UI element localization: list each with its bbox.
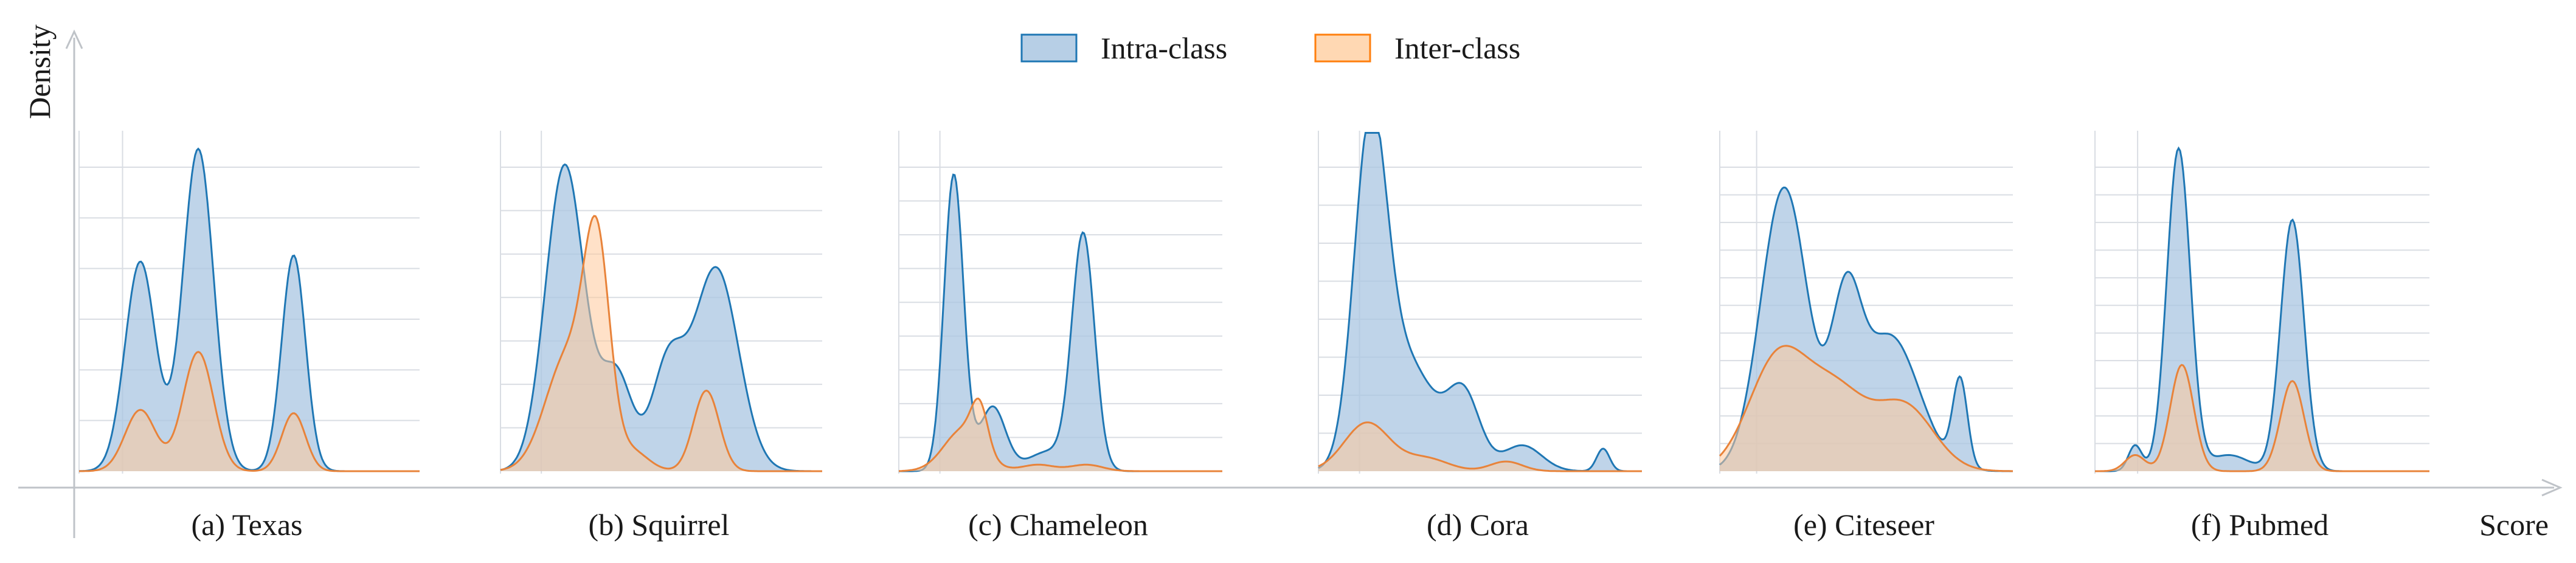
- legend-label-intra-class: Intra-class: [1101, 31, 1227, 65]
- panel-e-citeseer: (e) Citeseer: [1719, 131, 2013, 542]
- intra-class-density-line: [2095, 146, 2429, 472]
- legend-swatch-inter-class: [1314, 33, 1371, 63]
- main-axes: [18, 29, 2563, 538]
- inter-class-density-line: [899, 397, 1222, 472]
- panel-f-pubmed: (f) Pubmed: [2094, 131, 2429, 542]
- inter-class-density-line: [2095, 364, 2429, 472]
- inter-class-density-line: [1719, 345, 2013, 472]
- panel-c-chameleon: (c) Chameleon: [898, 131, 1222, 542]
- legend-swatch-intra-class: [1020, 33, 1078, 63]
- x-axis-arrow: [2541, 478, 2563, 497]
- intra-class-density-line: [1318, 132, 1642, 472]
- inter-class-density-line: [1318, 421, 1642, 472]
- inter-class-density-area: [500, 216, 822, 471]
- panel-title-a-texas: (a) Texas: [192, 508, 303, 542]
- panel-title-b-squirrel: (b) Squirrel: [589, 508, 730, 542]
- legend-label-inter-class: Inter-class: [1394, 31, 1520, 65]
- inter-class-density-line: [500, 215, 822, 472]
- intra-class-density-area: [79, 148, 420, 471]
- inter-class-density-line: [78, 351, 420, 472]
- panel-title-e-citeseer: (e) Citeseer: [1793, 508, 1934, 542]
- intra-class-density-area: [1318, 133, 1642, 471]
- inter-class-density-area: [1318, 422, 1642, 471]
- panel-b-squirrel: (b) Squirrel: [500, 131, 822, 542]
- y-axis-label: Density: [23, 24, 57, 119]
- panel-d-cora: (d) Cora: [1318, 131, 1642, 542]
- legend: Intra-class Inter-class: [1020, 31, 1520, 65]
- inter-class-density-area: [2095, 365, 2429, 471]
- inter-class-density-area: [899, 398, 1222, 471]
- intra-class-density-line: [500, 163, 822, 472]
- intra-class-density-area: [899, 174, 1222, 471]
- intra-class-density-line: [1719, 186, 2013, 472]
- y-axis-arrow: [65, 29, 83, 49]
- panel-title-c-chameleon: (c) Chameleon: [968, 508, 1148, 542]
- intra-class-density-area: [2095, 148, 2429, 472]
- panels: (a) Texas (b) Squirrel (c) Chameleon (d) Co…: [78, 131, 2429, 542]
- x-axis-label: Score: [2479, 508, 2549, 542]
- panel-title-d-cora: (d) Cora: [1427, 508, 1529, 542]
- panel-a-texas: (a) Texas: [78, 131, 420, 542]
- panel-title-f-pubmed: (f) Pubmed: [2191, 508, 2328, 542]
